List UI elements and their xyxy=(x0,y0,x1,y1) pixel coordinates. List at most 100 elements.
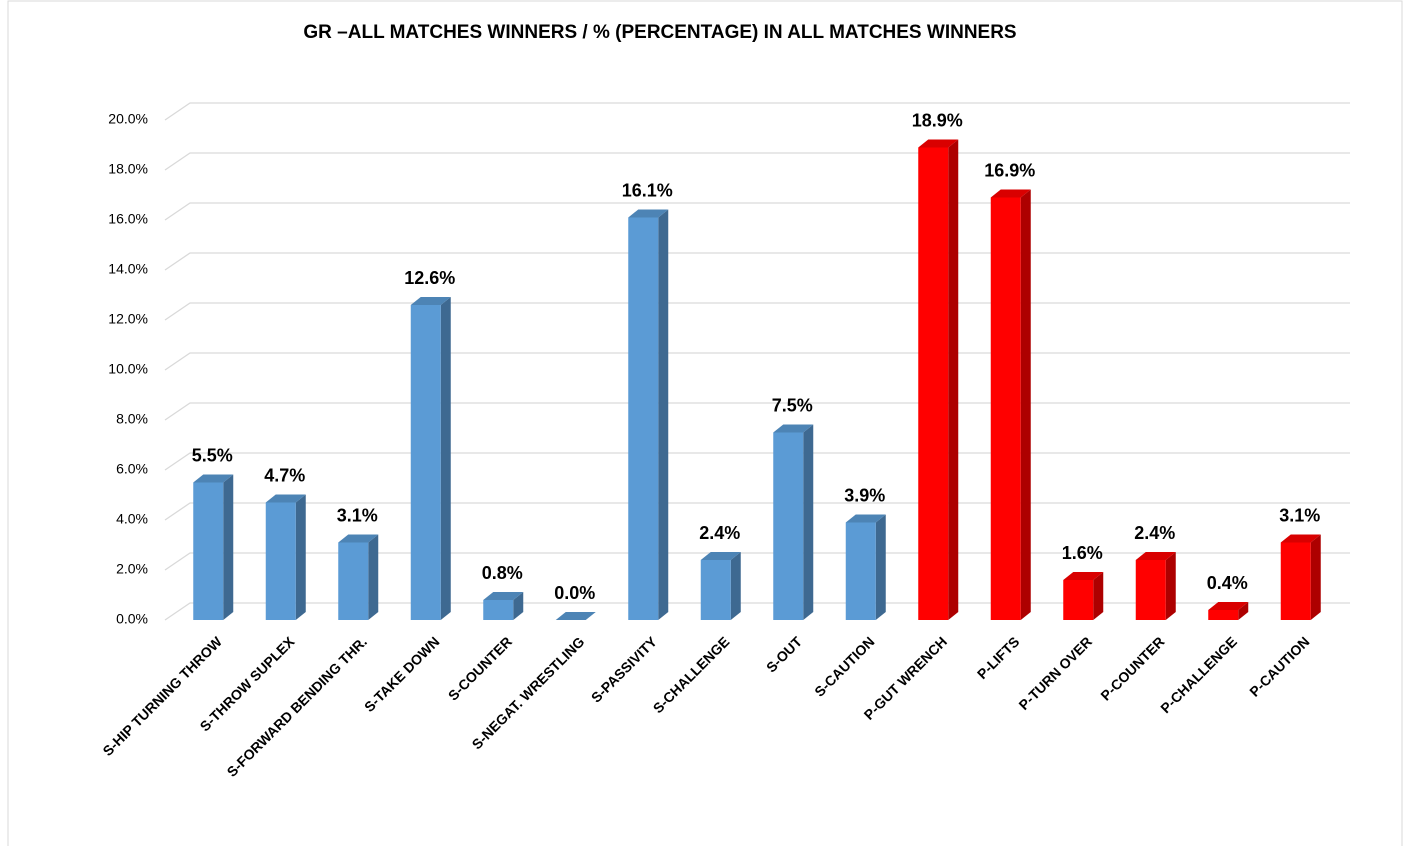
value-label: 0.0% xyxy=(554,583,595,603)
bar-side xyxy=(1165,552,1176,620)
grid-line xyxy=(164,102,1350,121)
bar xyxy=(1208,602,1249,620)
bar-side xyxy=(295,494,306,620)
y-tick-label: 0.0% xyxy=(116,611,148,627)
bar-top xyxy=(265,494,306,503)
value-label: 18.9% xyxy=(912,110,963,130)
bar-front xyxy=(265,502,296,620)
value-label: 0.8% xyxy=(482,563,523,583)
bar-top xyxy=(990,189,1031,198)
bar xyxy=(1135,552,1176,620)
grid-line xyxy=(164,202,1350,221)
bar-front xyxy=(338,542,369,620)
bar xyxy=(1063,572,1104,620)
bar-front xyxy=(193,482,224,620)
bar-side xyxy=(875,514,886,620)
value-label: 16.9% xyxy=(984,160,1035,180)
y-tick-label: 14.0% xyxy=(108,261,148,277)
grid-line xyxy=(164,352,1350,371)
bar-top xyxy=(700,552,741,560)
bar xyxy=(918,139,959,620)
bar-top xyxy=(1208,602,1249,610)
y-tick-label: 18.0% xyxy=(108,161,148,177)
bar xyxy=(338,534,379,620)
bar xyxy=(773,424,814,620)
chart-title: GR –ALL MATCHES WINNERS / % (PERCENTAGE)… xyxy=(303,22,1016,43)
value-label: 2.4% xyxy=(1134,523,1175,543)
bar-side xyxy=(368,534,379,620)
grid-line xyxy=(164,302,1350,321)
y-tick-label: 20.0% xyxy=(108,111,148,127)
bar xyxy=(483,592,524,620)
bar xyxy=(265,494,306,620)
value-label: 0.4% xyxy=(1207,573,1248,593)
bar-front xyxy=(773,432,804,620)
bar-top xyxy=(845,514,886,523)
bar-front xyxy=(918,147,949,620)
value-label: 12.6% xyxy=(404,268,455,288)
value-label: 3.1% xyxy=(337,505,378,525)
grid-line xyxy=(164,452,1350,471)
y-tick-label: 12.0% xyxy=(108,311,148,327)
chart-frame xyxy=(7,0,1403,846)
bar-front xyxy=(1135,560,1166,620)
y-tick-label: 2.0% xyxy=(116,561,148,577)
value-label: 1.6% xyxy=(1062,543,1103,563)
bar-side xyxy=(223,474,234,620)
bar-side xyxy=(658,209,669,620)
y-tick-label: 6.0% xyxy=(116,461,148,477)
bar-front xyxy=(1063,580,1094,620)
bar-top xyxy=(338,534,379,543)
y-tick-label: 4.0% xyxy=(116,511,148,527)
value-label: 3.1% xyxy=(1279,505,1320,525)
grid-line xyxy=(164,552,1350,571)
grid-line xyxy=(164,502,1350,521)
bar-side xyxy=(730,552,741,620)
bar xyxy=(193,474,234,620)
y-tick-label: 8.0% xyxy=(116,411,148,427)
y-tick-label: 10.0% xyxy=(108,361,148,377)
bar-side xyxy=(440,297,451,620)
bar-side xyxy=(803,424,814,620)
bar-top xyxy=(1280,534,1321,543)
value-label: 2.4% xyxy=(699,523,740,543)
grid-line xyxy=(164,252,1350,271)
bar-side xyxy=(513,592,524,620)
grid-line xyxy=(164,402,1350,421)
value-label: 16.1% xyxy=(622,180,673,200)
bar-top xyxy=(555,612,596,620)
bar-front xyxy=(628,217,659,620)
bar-top xyxy=(410,297,451,305)
y-tick-label: 16.0% xyxy=(108,211,148,227)
bar xyxy=(990,189,1031,620)
bar-side xyxy=(1020,189,1031,620)
bar xyxy=(628,209,669,620)
grid-line xyxy=(164,602,1350,621)
bar-top xyxy=(193,474,234,483)
value-label: 3.9% xyxy=(844,485,885,505)
bar xyxy=(700,552,741,620)
bar-side xyxy=(1093,572,1104,620)
bar-front xyxy=(700,560,731,620)
bar-top xyxy=(1135,552,1176,560)
bar-front xyxy=(1208,610,1239,620)
bar-top xyxy=(628,209,669,218)
grid-line xyxy=(164,152,1350,171)
bar-top xyxy=(1063,572,1104,580)
bar-front xyxy=(410,305,441,620)
bar-side xyxy=(1238,602,1249,620)
value-label: 4.7% xyxy=(264,465,305,485)
value-label: 5.5% xyxy=(192,445,233,465)
bar xyxy=(410,297,451,620)
bar xyxy=(555,612,596,620)
bar-front xyxy=(1280,542,1311,620)
bar xyxy=(1280,534,1321,620)
bar-front xyxy=(845,522,876,620)
bar-side xyxy=(1310,534,1321,620)
bar-front xyxy=(483,600,514,620)
bar-side xyxy=(948,139,959,620)
bar-front xyxy=(990,197,1021,620)
bar-top xyxy=(918,139,959,148)
